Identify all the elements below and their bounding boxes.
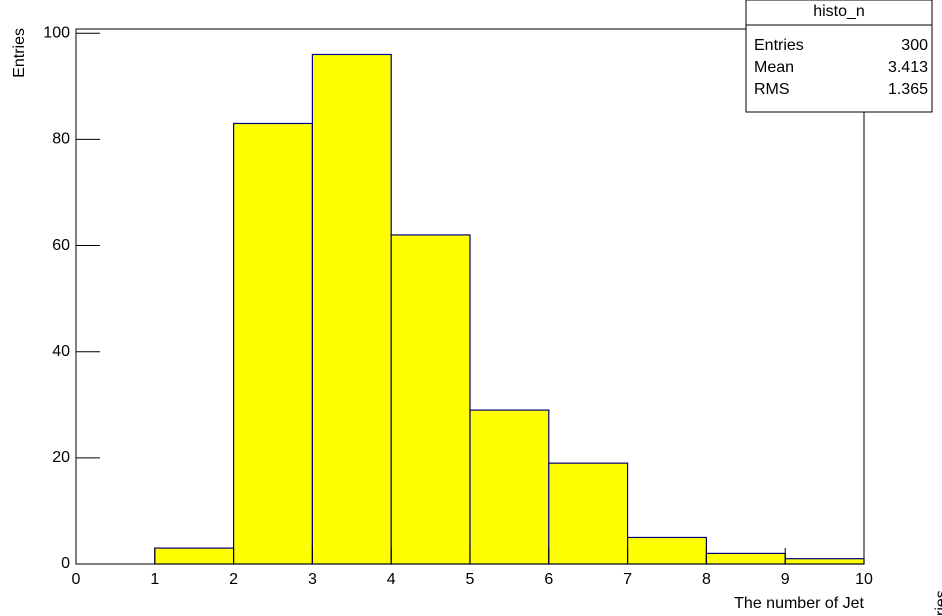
x-tick-label: 9 (781, 571, 790, 588)
x-tick-label: 5 (466, 571, 475, 588)
stats-label: Mean (754, 59, 794, 76)
x-tick-label: 6 (544, 571, 553, 588)
x-tick-label: 1 (150, 571, 159, 588)
x-tick-label: 4 (387, 571, 396, 588)
stats-label: RMS (754, 81, 790, 98)
stats-value: 300 (901, 37, 928, 54)
bar (705, 552, 786, 565)
x-tick-label: 8 (702, 571, 711, 588)
x-tick-label: 3 (308, 571, 317, 588)
bar (469, 409, 550, 565)
y-tick-label: 100 (43, 24, 70, 41)
bar (626, 536, 707, 565)
bar (390, 234, 471, 565)
next-pad-y-label: Entries (933, 590, 942, 616)
stats-value: 3.413 (888, 59, 928, 76)
stats-box: histo_n Entries 300 Mean 3.413 RMS 1.365 (745, 0, 933, 113)
x-tick-label: 0 (72, 571, 81, 588)
x-tick-label: 7 (623, 571, 632, 588)
bar (311, 53, 392, 565)
x-tick-label: 10 (855, 571, 873, 588)
bar (233, 122, 314, 565)
x-tick-label: 2 (229, 571, 238, 588)
y-axis-label: Entries (11, 28, 28, 78)
y-tick-label: 60 (52, 237, 70, 254)
y-tick-label: 0 (61, 555, 70, 572)
stats-value: 1.365 (888, 81, 928, 98)
bar (154, 547, 235, 565)
stats-title: histo_n (813, 3, 865, 20)
y-tick-label: 40 (52, 343, 70, 360)
stats-frame (745, 0, 933, 113)
y-tick-label: 20 (52, 449, 70, 466)
y-tick-label: 80 (52, 131, 70, 148)
bar (784, 558, 865, 565)
bar (548, 462, 629, 565)
stats-label: Entries (754, 37, 804, 54)
x-axis-label: The number of Jet (734, 595, 864, 612)
